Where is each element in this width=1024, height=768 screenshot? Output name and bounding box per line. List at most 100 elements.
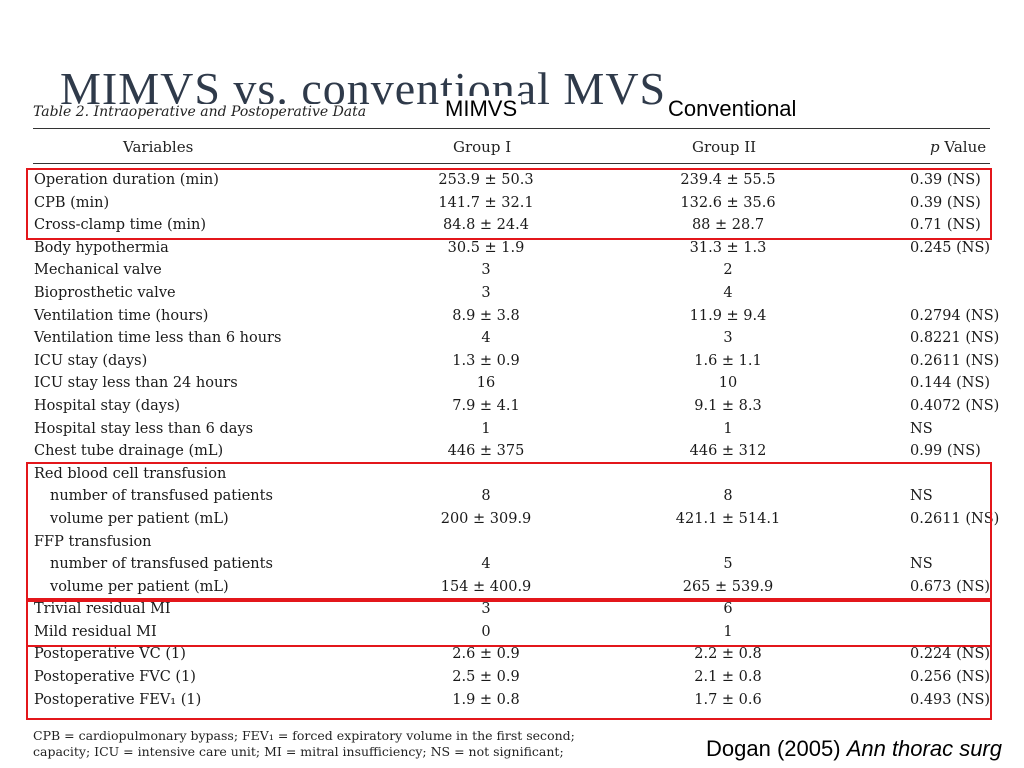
row-variable: Postoperative FEV₁ (1) (34, 691, 202, 708)
row-group2-value: 1.7 ± 0.6 (694, 691, 762, 708)
row-variable: Hospital stay (days) (34, 397, 181, 414)
citation: Dogan (2005) Ann thorac surg (706, 736, 1002, 762)
row-group2-value: 31.3 ± 1.3 (689, 239, 767, 256)
table-row: Hospital stay less than 6 days 1 1 NS (0, 419, 1024, 442)
row-variable: FFP transfusion (34, 533, 152, 550)
row-group1-value: 141.7 ± 32.1 (438, 194, 534, 211)
row-variable: Chest tube drainage (mL) (34, 443, 224, 460)
row-variable: CPB (min) (34, 194, 110, 211)
row-group1-value: 4 (481, 330, 491, 347)
table-caption: Table 2. Intraoperative and Postoperativ… (33, 104, 371, 120)
table-row: Bioprosthetic valve 3 4 (0, 283, 1024, 306)
row-group1-value: 0 (481, 623, 491, 640)
row-variable: Ventilation time (hours) (34, 307, 209, 324)
row-variable: Hospital stay less than 6 days (34, 420, 254, 437)
row-group2-value: 3 (723, 330, 733, 347)
table-row: Ventilation time (hours) 8.9 ± 3.8 11.9 ± … (0, 306, 1024, 329)
table-footnote: CPB = cardiopulmonary bypass; FEV₁ = for… (33, 728, 633, 760)
row-variable: Red blood cell transfusion (34, 465, 227, 482)
row-group1-value: 30.5 ± 1.9 (447, 239, 525, 256)
slide-title: MIMVS vs. conventional MVS (60, 63, 667, 114)
row-group2-value: 1 (723, 420, 733, 437)
row-p-value: 0.99 (NS) (910, 443, 981, 460)
row-group1-value: 3 (481, 262, 491, 279)
row-group2-value: 1 (723, 623, 733, 640)
highlight-box-lower-section (26, 462, 992, 720)
row-group2-value: 9.1 ± 8.3 (694, 397, 762, 414)
highlight-box-durations (26, 168, 992, 240)
header-p-suffix: Value (944, 138, 987, 156)
row-group2-value: 2.2 ± 0.8 (694, 646, 762, 663)
row-group1-value: 3 (481, 284, 491, 301)
table-row: Postoperative FEV₁ (1) 1.9 ± 0.8 1.7 ± 0.6… (0, 690, 1024, 713)
row-variable: Operation duration (min) (34, 172, 219, 188)
header-group2: Group II (692, 138, 757, 156)
row-variable: Mild residual MI (34, 623, 157, 640)
row-variable: Mechanical valve (34, 262, 162, 279)
row-group1-value: 1.9 ± 0.8 (452, 691, 520, 708)
table-row: Mild residual MI 0 1 (0, 622, 1024, 645)
table-header-rule (33, 163, 990, 164)
row-variable: Body hypothermia (34, 239, 169, 256)
row-group1-value: 7.9 ± 4.1 (452, 397, 520, 414)
table-row: CPB (min) 141.7 ± 32.1 132.6 ± 35.6 0.39 (N… (0, 193, 1024, 216)
row-group1-value: 8 (481, 488, 491, 505)
table-row: Postoperative FVC (1) 2.5 ± 0.9 2.1 ± 0.8 0… (0, 667, 1024, 690)
row-variable: volume per patient (mL) (50, 578, 229, 595)
row-p-value: 0.224 (NS) (910, 646, 991, 663)
row-variable: volume per patient (mL) (50, 510, 229, 527)
table-row: Postoperative VC (1) 2.6 ± 0.9 2.2 ± 0.8 0.… (0, 644, 1024, 667)
footnote-line-1: CPB = cardiopulmonary bypass; FEV₁ = for… (33, 728, 575, 743)
row-group2-value: 10 (718, 375, 738, 392)
header-variables: Variables (123, 138, 194, 156)
row-variable: ICU stay (days) (34, 352, 148, 369)
table-row: Ventilation time less than 6 hours 4 3 0.82… (0, 328, 1024, 351)
footnote-line-2: capacity; ICU = intensive care unit; MI … (33, 744, 564, 759)
table-row: number of transfused patients 4 5 NS (0, 554, 1024, 577)
row-group1-value: 16 (476, 375, 496, 392)
row-group2-value: 5 (723, 556, 733, 573)
row-p-value: 0.39 (NS) (910, 172, 981, 188)
row-group2-value: 88 ± 28.7 (691, 217, 765, 234)
row-p-value: 0.8221 (NS) (910, 330, 1000, 347)
row-p-value: 0.493 (NS) (910, 691, 991, 708)
row-variable: number of transfused patients (50, 556, 273, 573)
group1-label: MIMVS (441, 96, 522, 122)
row-group2-value: 8 (723, 488, 733, 505)
row-group1-value: 8.9 ± 3.8 (452, 307, 520, 324)
header-p-value: p Value (930, 138, 986, 156)
row-variable: Ventilation time less than 6 hours (34, 330, 282, 347)
row-group1-value: 4 (481, 556, 491, 573)
row-variable: Bioprosthetic valve (34, 284, 176, 301)
row-p-value: NS (910, 488, 933, 505)
row-variable: ICU stay less than 24 hours (34, 375, 238, 392)
table-body: Operation duration (min) 253.9 ± 50.3 239.… (0, 170, 1024, 712)
table-row: Red blood cell transfusion (0, 464, 1024, 487)
row-group2-value: 421.1 ± 514.1 (675, 510, 781, 527)
table-row: volume per patient (mL) 200 ± 309.9 421.1 … (0, 509, 1024, 532)
table-row: Chest tube drainage (mL) 446 ± 375 446 ± 3… (0, 441, 1024, 464)
row-p-value: NS (910, 556, 933, 573)
row-p-value: 0.71 (NS) (910, 217, 981, 234)
row-group1-value: 1.3 ± 0.9 (452, 352, 520, 369)
row-group2-value: 2 (723, 262, 733, 279)
row-group2-value: 11.9 ± 9.4 (689, 307, 767, 324)
row-group1-value: 253.9 ± 50.3 (438, 172, 534, 188)
row-group2-value: 132.6 ± 35.6 (680, 194, 776, 211)
table-row: ICU stay (days) 1.3 ± 0.9 1.6 ± 1.1 0.2611 … (0, 351, 1024, 374)
row-p-value: 0.4072 (NS) (910, 397, 1000, 414)
row-group2-value: 6 (723, 601, 733, 618)
row-group1-value: 84.8 ± 24.4 (443, 217, 529, 234)
row-group2-value: 2.1 ± 0.8 (694, 669, 762, 686)
row-variable: Trivial residual MI (34, 601, 171, 618)
table-row: Cross-clamp time (min) 84.8 ± 24.4 88 ± 28… (0, 215, 1024, 238)
table-row: Body hypothermia 30.5 ± 1.9 31.3 ± 1.3 0.24… (0, 238, 1024, 261)
table-row: Operation duration (min) 253.9 ± 50.3 239.… (0, 170, 1024, 193)
row-group2-value: 239.4 ± 55.5 (680, 172, 776, 188)
row-group1-value: 1 (481, 420, 491, 437)
table-row: ICU stay less than 24 hours 16 10 0.144 (NS… (0, 373, 1024, 396)
row-p-value: 0.2611 (NS) (910, 352, 1000, 369)
row-group2-value: 265 ± 539.9 (682, 578, 774, 595)
table-row: volume per patient (mL) 154 ± 400.9 265 ± … (0, 577, 1024, 600)
row-group1-value: 3 (481, 601, 491, 618)
